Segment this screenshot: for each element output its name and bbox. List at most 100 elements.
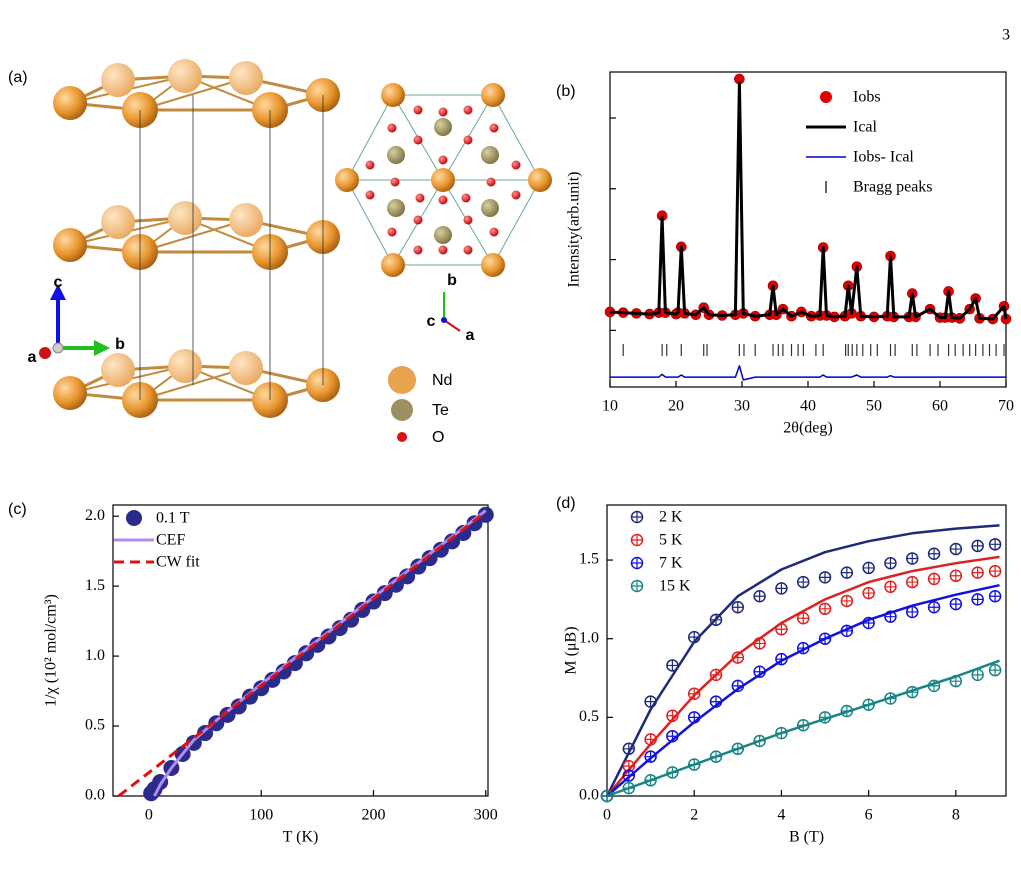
marker-cross (989, 590, 1001, 602)
atom (413, 245, 423, 255)
marker-cross (797, 719, 809, 731)
atom (53, 228, 87, 262)
data-point (376, 585, 393, 602)
data-point (630, 579, 644, 593)
data-point (477, 506, 494, 523)
plot-frame (112, 504, 489, 797)
data-point (219, 706, 236, 723)
data-point (862, 586, 875, 600)
data-point (818, 602, 832, 616)
legend-label: Bragg peaks (853, 179, 933, 196)
marker-cross (666, 710, 678, 722)
x-tick-label: 40 (800, 398, 816, 415)
data-point (444, 533, 461, 550)
atom (511, 190, 521, 200)
legend-label: Iobs (853, 89, 881, 106)
data-point (775, 726, 788, 740)
atom (168, 349, 202, 383)
y-tick-label: 0.0 (85, 787, 105, 804)
marker-cross (972, 669, 984, 681)
marker-cross (819, 571, 831, 583)
panel-label: (a) (8, 69, 28, 86)
data-point (775, 582, 788, 595)
data-point (343, 611, 360, 628)
data-point (988, 663, 1002, 677)
marker-cross (972, 540, 984, 552)
data-point (622, 742, 636, 756)
atom (486, 177, 496, 187)
axis-label: a (28, 349, 37, 366)
marker-cross (819, 603, 831, 615)
x-tick-label: 2 (690, 807, 698, 824)
data-point (884, 692, 897, 705)
data-point (818, 571, 832, 584)
data-point (775, 652, 788, 666)
y-tick-label: 1.5 (85, 577, 105, 594)
atom (168, 201, 202, 235)
data-point (905, 605, 919, 619)
atom (413, 215, 423, 225)
data-point (410, 558, 427, 575)
axis-arrow-head (94, 340, 110, 356)
atom (365, 190, 375, 200)
data-point (971, 668, 984, 682)
x-tick-label: 6 (865, 807, 873, 824)
data-point (775, 623, 788, 636)
atom (387, 227, 397, 237)
atom (53, 86, 87, 120)
axis-origin (441, 317, 447, 323)
atom (101, 353, 135, 387)
data-point (241, 688, 258, 705)
marker-cross (710, 614, 722, 626)
marker-cross (666, 659, 678, 671)
legend-label: O (432, 429, 444, 446)
atom (431, 168, 455, 192)
data-point (927, 600, 941, 614)
data-point (927, 547, 941, 561)
atom (489, 227, 499, 237)
marker-cross (631, 534, 643, 546)
atom (463, 135, 473, 145)
atom (387, 199, 405, 217)
legend-swatch (820, 91, 832, 103)
fit-line (605, 524, 1000, 797)
atom (101, 63, 135, 97)
data-point (971, 593, 984, 606)
panel-label: (d) (556, 495, 576, 512)
marker-cross (928, 548, 940, 560)
data-point (840, 566, 854, 579)
data-point (796, 612, 810, 625)
legend-label: 15 K (659, 578, 691, 595)
data-point (927, 679, 941, 693)
axis-arrow (443, 319, 461, 332)
x-tick-label: 200 (361, 807, 385, 824)
data-point (666, 729, 679, 743)
marker-cross (950, 543, 962, 555)
atom (461, 193, 471, 203)
atom (387, 146, 405, 164)
atom (413, 105, 423, 115)
marker-cross (884, 581, 896, 593)
atom (415, 193, 425, 203)
data-point (731, 742, 745, 756)
axis-label: c (427, 313, 436, 330)
marker-cross (732, 652, 744, 664)
marker-cross (645, 774, 657, 786)
marker-cross (775, 727, 787, 739)
legend-label: Te (432, 402, 449, 419)
data-point (197, 725, 214, 742)
marker-cross (928, 601, 940, 613)
atom (463, 215, 473, 225)
marker-cross (688, 711, 700, 723)
data-point (949, 674, 963, 688)
marker-cross (863, 699, 875, 711)
data-point (884, 556, 897, 570)
marker-cross (754, 735, 766, 747)
data-point (988, 589, 1002, 603)
atom (463, 245, 473, 255)
axis-arrow-head (39, 347, 51, 359)
data-point (709, 750, 723, 763)
atom (511, 160, 521, 170)
marker-cross (797, 576, 809, 588)
